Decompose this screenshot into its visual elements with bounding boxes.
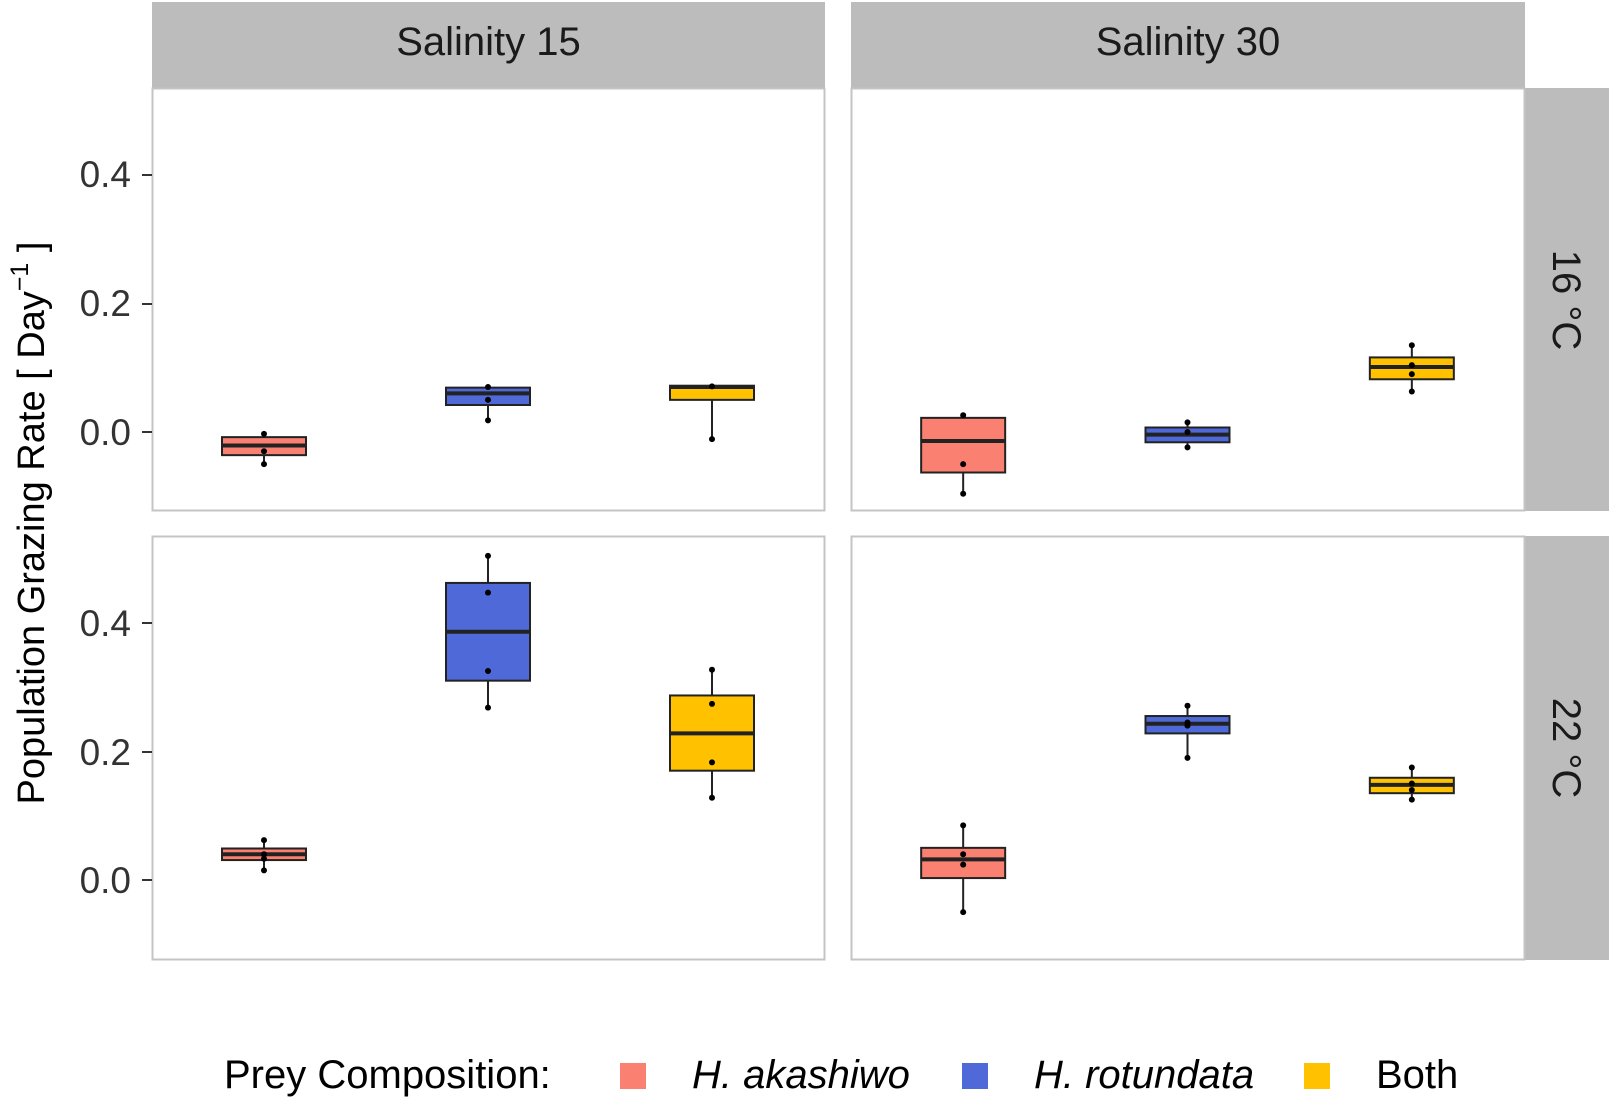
point-r2c2-both-1 [1408,764,1415,771]
legend-label-h-akashiwo: H. akashiwo [692,1053,910,1097]
point-r2c1-h-akashiwo-4 [261,867,267,874]
y-axis-title-superscript: −1 [6,263,34,292]
point-r1c2-h-rotundata-1 [1184,419,1191,426]
point-r1c2-both-4 [1408,388,1415,395]
y-axis-title: Population Grazing Rate [ Day−1 ] [6,242,53,805]
point-r1c2-h-akashiwo-1 [960,412,967,419]
point-r2c2-both-2 [1408,780,1415,787]
point-r2c1-both-4 [709,794,715,801]
point-r1c1-h-akashiwo-1 [261,430,267,437]
point-r2c2-h-akashiwo-2 [960,851,967,858]
point-r1c1-both-2 [709,436,715,443]
ytick-label-top-0.4: 0.4 [80,154,131,195]
point-r1c1-h-akashiwo-2 [261,448,267,455]
point-r2c2-both-3 [1408,786,1415,793]
point-r1c1-h-rotundata-3 [485,417,491,424]
y-axis-title-end: ] [11,242,53,263]
strip-col-2-background [851,2,1525,88]
point-r1c2-both-3 [1408,371,1415,378]
point-r2c1-h-rotundata-4 [485,704,491,711]
point-r2c2-h-akashiwo-3 [960,861,967,868]
legend-swatch-h-akashiwo [620,1063,646,1089]
y-axis-title-main: Population Grazing Rate [ Day [11,291,53,804]
point-r2c2-h-rotundata-3 [1184,722,1191,729]
legend-swatch-both [1304,1063,1330,1089]
point-r2c1-h-rotundata-3 [485,668,491,675]
point-r2c2-h-rotundata-1 [1184,702,1191,709]
legend: Prey Composition: H. akashiwo H. rotunda… [224,1053,1458,1097]
point-r1c2-h-rotundata-2 [1184,429,1191,435]
point-r2c1-h-rotundata-1 [485,552,491,559]
point-r1c2-both-2 [1408,362,1415,369]
legend-title: Prey Composition: [224,1053,551,1097]
strip-row-2-label: 22 °C [1544,698,1588,799]
point-r2c2-h-rotundata-4 [1184,754,1191,761]
point-r1c1-h-rotundata-2 [485,396,491,403]
point-r1c1-h-akashiwo-3 [261,461,267,468]
legend-swatch-h-rotundata [962,1063,988,1089]
strip-col-1-label: Salinity 15 [396,20,581,64]
point-r1c1-both-1 [709,383,715,390]
point-r2c1-h-akashiwo-1 [261,837,267,844]
strip-col-2-label: Salinity 30 [1096,20,1281,64]
point-r2c1-both-2 [709,700,715,707]
legend-label-both: Both [1376,1053,1458,1097]
point-r2c1-both-3 [709,759,715,766]
ytick-label-top-0.0: 0.0 [80,412,131,453]
point-r1c2-h-akashiwo-3 [960,490,967,497]
point-r1c1-h-rotundata-1 [485,383,491,390]
strip-row-1-background [1525,88,1609,511]
ytick-label-bottom-0.4: 0.4 [80,603,131,644]
ytick-label-bottom-0.0: 0.0 [80,860,131,901]
point-r1c2-both-1 [1408,342,1415,349]
strip-col-1-background [152,2,825,88]
point-r2c1-h-akashiwo-2 [261,851,267,858]
strip-row-2-background [1525,536,1609,960]
point-r1c2-h-akashiwo-2 [960,461,967,468]
legend-label-h-rotundata: H. rotundata [1034,1053,1254,1097]
point-r2c1-both-1 [709,666,715,673]
point-r2c2-both-4 [1408,796,1415,803]
strip-row-1-label: 16 °C [1544,250,1588,351]
boxplot-marks [221,342,1455,916]
point-r2c1-h-rotundata-2 [485,589,491,596]
point-r2c2-h-akashiwo-4 [960,909,967,916]
point-r2c2-h-akashiwo-1 [960,822,967,829]
point-r2c1-h-akashiwo-3 [261,855,267,862]
ytick-label-bottom-0.2: 0.2 [80,732,131,773]
point-r1c2-h-rotundata-3 [1184,444,1191,451]
ytick-label-top-0.2: 0.2 [80,283,131,324]
